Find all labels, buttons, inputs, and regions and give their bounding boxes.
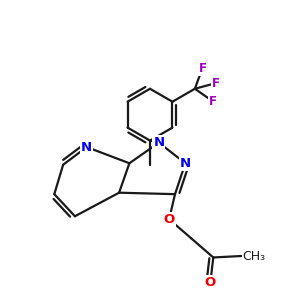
Text: N: N [180, 157, 191, 170]
Text: F: F [209, 95, 217, 108]
Text: F: F [198, 61, 206, 75]
Text: N: N [153, 136, 164, 149]
Text: O: O [164, 213, 175, 226]
Text: N: N [81, 141, 92, 154]
Text: F: F [212, 76, 220, 90]
Text: O: O [205, 276, 216, 289]
Text: CH₃: CH₃ [243, 250, 266, 262]
